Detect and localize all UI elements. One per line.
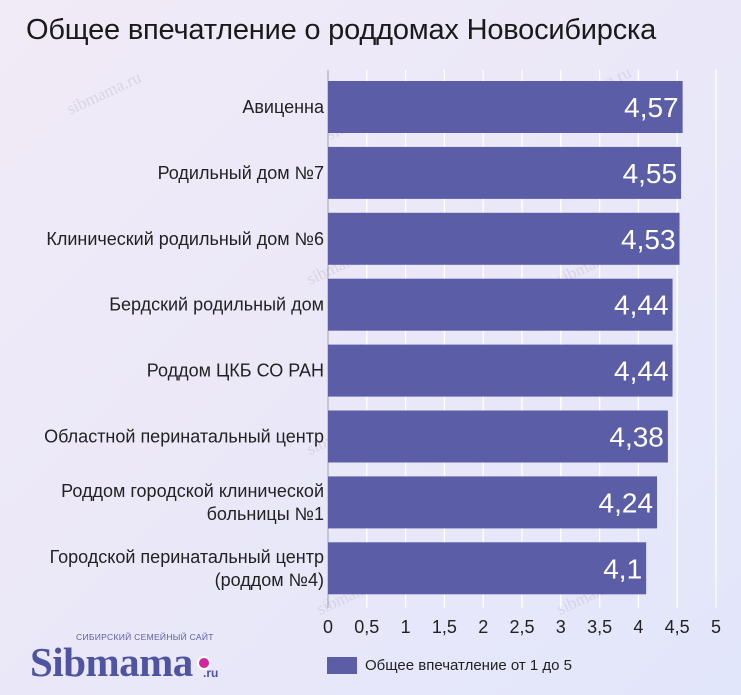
x-tick-label: 4,5 [665, 617, 690, 637]
category-label: Роддом городской клинической [61, 481, 324, 501]
x-tick-labels-layer: 0 0,5 1 1,5 2 2,5 3 3,5 4 4,5 5 [323, 617, 721, 637]
logo-suffix: .ru [203, 666, 219, 680]
data-label: 4,1 [603, 553, 642, 584]
x-tick-label: 5 [711, 617, 721, 637]
bar [328, 344, 673, 397]
bar [328, 212, 680, 265]
logo-dot-icon [197, 656, 211, 670]
data-label: 4,44 [614, 356, 669, 387]
watermark-text: sibmama.ru [64, 67, 145, 118]
category-label: Роддом ЦКБ СО РАН [147, 361, 324, 381]
value-labels-layer: 4,57 4,55 4,53 4,44 4,44 4,38 4,24 4,1 [599, 92, 679, 584]
legend-label: Общее впечатление от 1 до 5 [365, 657, 573, 674]
data-label: 4,24 [599, 487, 654, 518]
logo-tagline: СИБИРСКИЙ СЕМЕЙНЫЙ САЙТ [76, 632, 214, 642]
x-tick-label: 0,5 [354, 617, 379, 637]
bars-layer [328, 81, 683, 595]
category-label: Авиценна [242, 97, 325, 117]
category-label: больницы №1 [207, 504, 324, 524]
bar [328, 278, 673, 331]
watermark-layer: sibmama.rusibmama.rusibmama.rusibmama.ru… [64, 62, 635, 618]
category-label: (роддом №4) [215, 570, 324, 590]
category-label: Областной перинатальный центр [44, 427, 324, 447]
logo-wordmark: Sibmama [30, 639, 193, 685]
category-label: Клинический родильный дом №6 [46, 229, 324, 249]
bar [328, 410, 668, 463]
data-label: 4,44 [614, 290, 669, 321]
legend-swatch [327, 657, 357, 674]
sibmama-logo: СИБИРСКИЙ СЕМЕЙНЫЙ САЙТ Sibmama .ru [14, 632, 229, 692]
category-labels-layer: Авиценна Родильный дом №7 Клинический роди… [44, 97, 325, 590]
x-tick-label: 1,5 [432, 617, 457, 637]
x-tick-label: 2,5 [509, 617, 534, 637]
data-label: 4,38 [609, 422, 664, 453]
x-tick-label: 1 [401, 617, 411, 637]
category-label: Бердский родильный дом [109, 295, 324, 315]
data-label: 4,55 [623, 158, 678, 189]
data-label: 4,57 [624, 92, 679, 123]
legend: Общее впечатление от 1 до 5 [327, 657, 572, 674]
x-tick-label: 4 [633, 617, 643, 637]
x-tick-label: 0 [323, 617, 333, 637]
bar [328, 81, 683, 133]
bar [328, 476, 658, 529]
category-label: Родильный дом №7 [158, 163, 324, 183]
category-label: Городской перинатальный центр [50, 547, 324, 567]
x-tick-label: 3,5 [587, 617, 612, 637]
x-tick-label: 3 [556, 617, 566, 637]
bar [328, 542, 647, 595]
data-label: 4,53 [621, 224, 676, 255]
chart-title: Общее впечатление о роддомах Новосибирск… [26, 14, 657, 46]
bar [328, 146, 682, 199]
x-tick-label: 2 [478, 617, 488, 637]
